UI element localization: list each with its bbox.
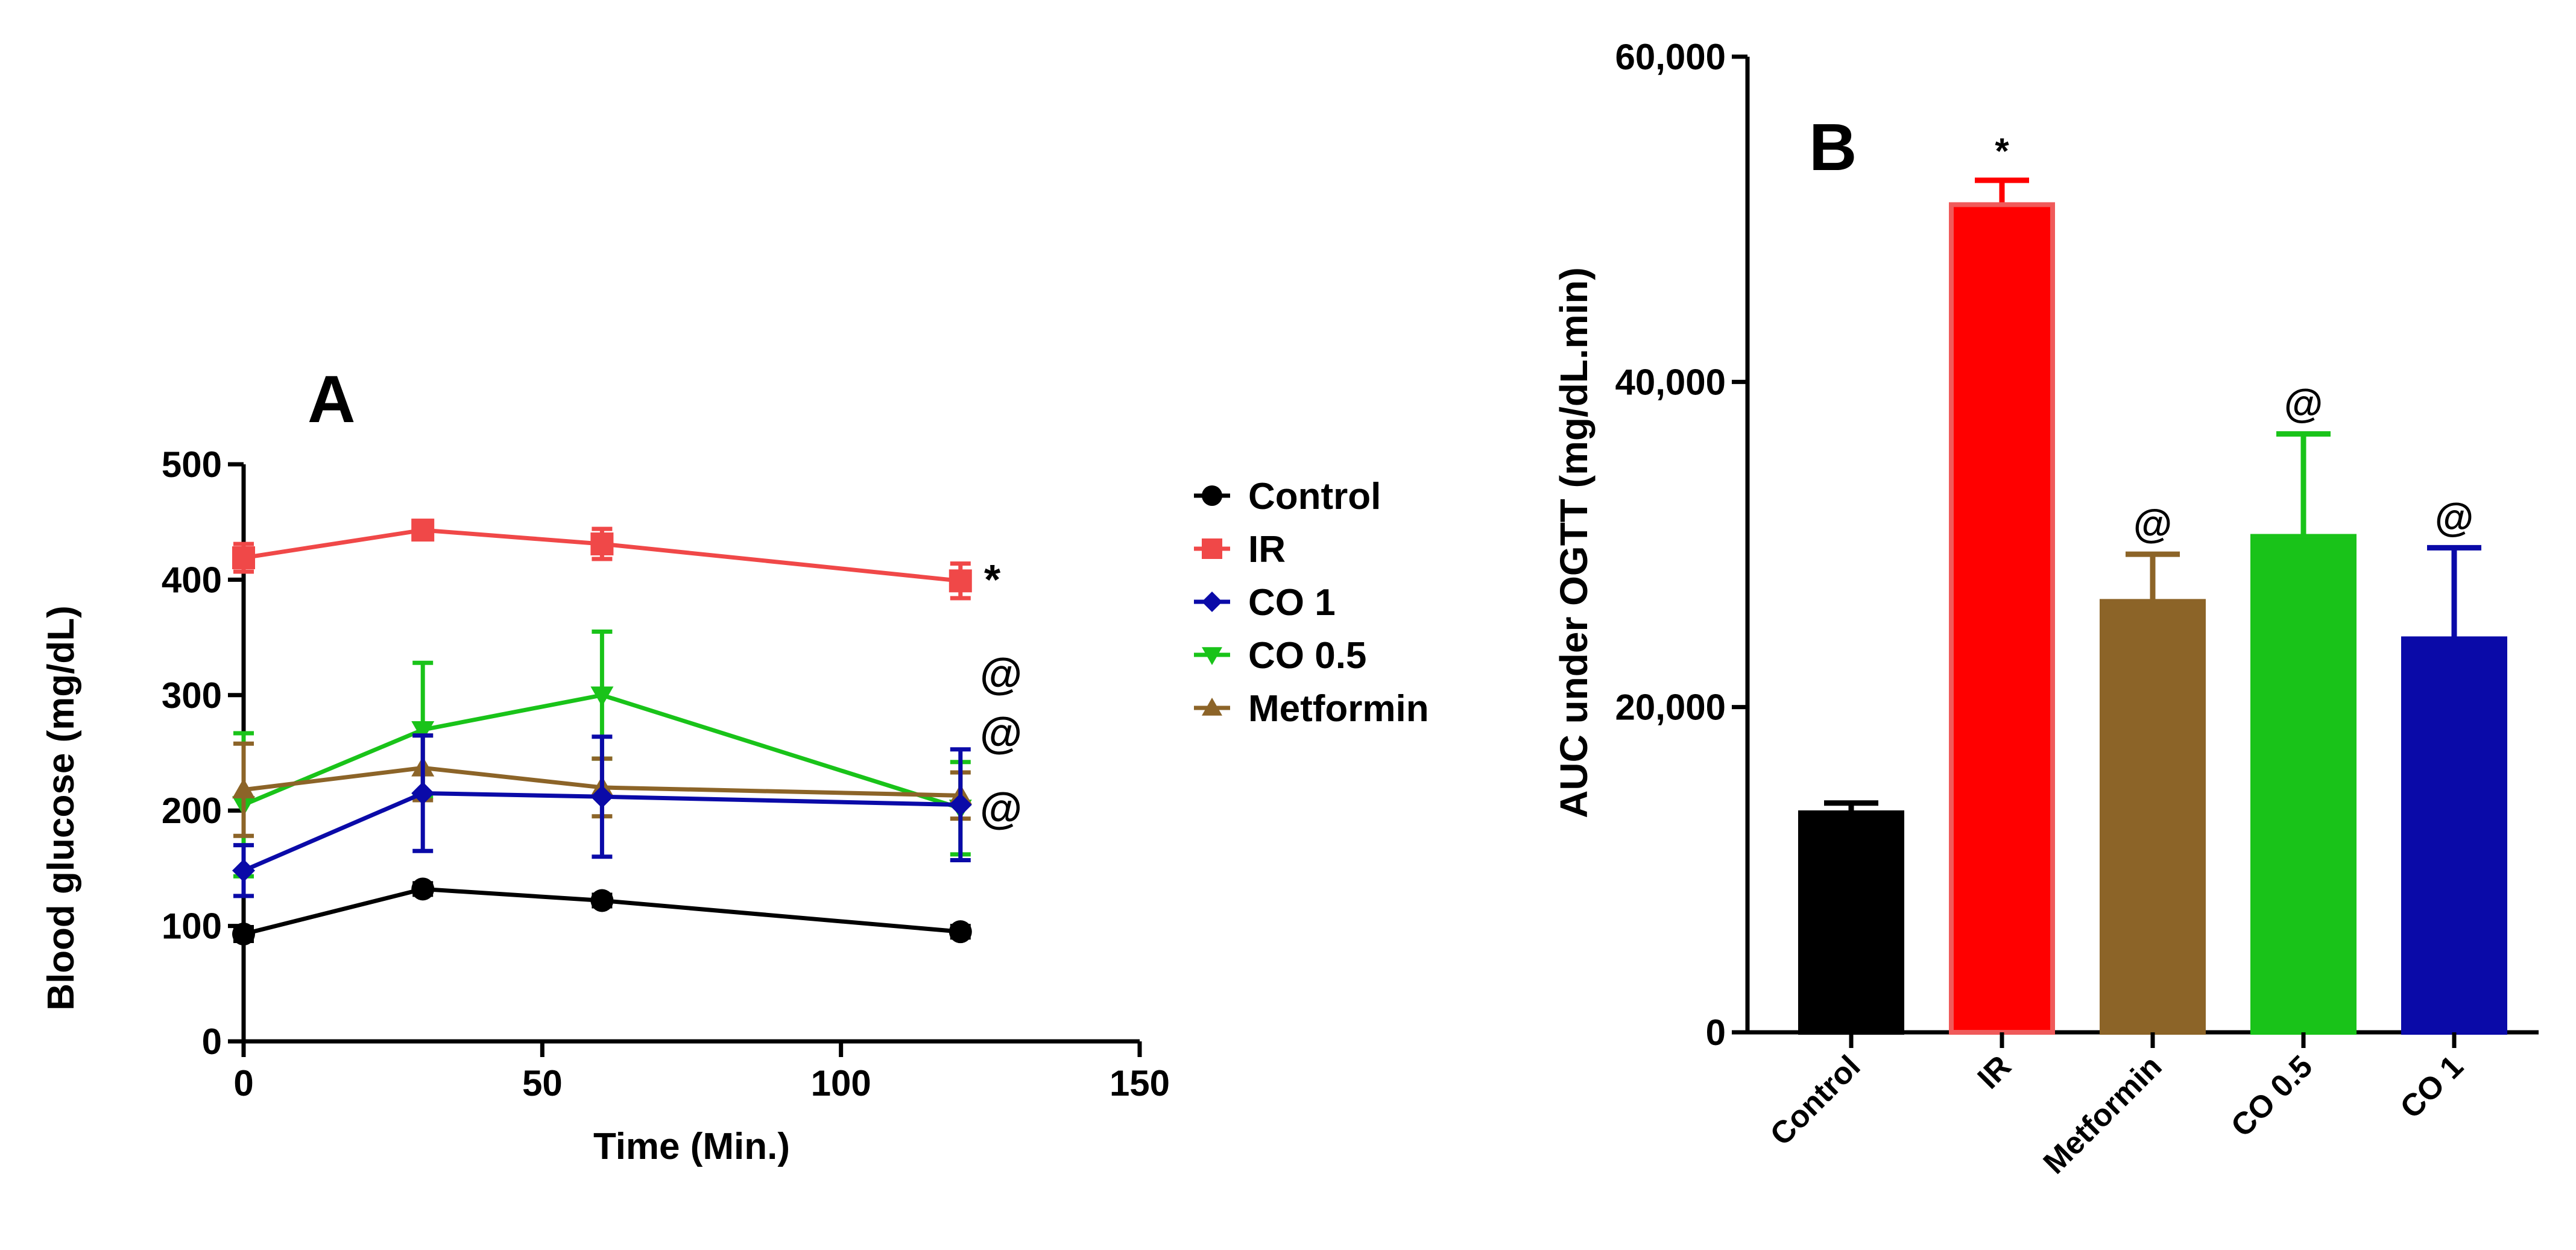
panel-b-category-label: Control xyxy=(1764,1049,1867,1152)
panel-b-significance-mark: @ xyxy=(2133,501,2172,546)
legend-swatch-marker xyxy=(1202,647,1222,665)
panel-b-significance-mark: @ xyxy=(2435,494,2473,539)
panel-a-x-tick-label: 0 xyxy=(233,1063,253,1103)
series-co-1 xyxy=(232,733,972,898)
series-line xyxy=(242,693,961,810)
panel-b-y-tick-label: 20,000 xyxy=(1615,687,1726,728)
data-point xyxy=(590,532,614,556)
bar xyxy=(2401,636,2507,1035)
panel-b-y-axis-title: AUC under OGTT (mg/dL.min) xyxy=(1552,267,1596,818)
panel-b-bar-chart: B AUC under OGTT (mg/dL.min) 0 20,000 40,0… xyxy=(1552,37,2539,1181)
panel-a-significance-mark: @ xyxy=(980,784,1022,833)
legend-item-ir: IR xyxy=(1194,529,1286,570)
panel-b-bars xyxy=(1798,177,2507,1035)
panel-b-category-label: Metformin xyxy=(2037,1049,2169,1181)
bar-metformin xyxy=(2100,551,2206,1035)
panel-a-y-tick-label: 300 xyxy=(162,675,222,716)
panel-a-ticks: 0 100 200 300 400 500 0 50 100 150 xyxy=(162,444,1170,1103)
legend-label: CO 1 xyxy=(1248,582,1336,623)
panel-a-x-axis-title: Time (Min.) xyxy=(593,1126,790,1167)
panel-a-x-tick-label: 100 xyxy=(811,1063,871,1103)
bar-co-0-5 xyxy=(2250,431,2357,1035)
panel-a-y-tick-label: 0 xyxy=(202,1021,222,1062)
bar xyxy=(1798,810,1904,1035)
panel-b-y-tick-label: 40,000 xyxy=(1615,362,1726,402)
series-line xyxy=(243,528,961,583)
panel-a-y-tick-label: 400 xyxy=(162,560,222,600)
data-point xyxy=(949,920,972,944)
data-point xyxy=(411,781,435,805)
series-line xyxy=(242,791,961,873)
panel-a-y-tick-label: 200 xyxy=(162,791,222,831)
legend-label: Metformin xyxy=(1248,688,1429,730)
legend-swatch-marker xyxy=(1202,485,1222,506)
data-point xyxy=(232,922,255,945)
panel-a-significance-mark: @ xyxy=(980,709,1022,757)
data-point xyxy=(232,546,255,570)
panel-a-y-axis-title: Blood glucose (mg/dL) xyxy=(40,605,82,1011)
legend-item-control: Control xyxy=(1194,476,1381,517)
panel-a-significance-mark: @ xyxy=(980,650,1022,698)
data-point xyxy=(590,889,614,912)
data-point xyxy=(411,877,435,901)
bar xyxy=(2250,534,2357,1035)
data-point xyxy=(232,778,255,798)
panel-a-y-tick-label: 500 xyxy=(162,444,222,485)
panel-b-y-tick-label: 0 xyxy=(1706,1012,1726,1053)
legend-item-co-1: CO 1 xyxy=(1194,582,1336,623)
data-point xyxy=(949,569,972,593)
panel-a-x-tick-label: 150 xyxy=(1110,1063,1170,1103)
panel-b-category-label: CO 0.5 xyxy=(2224,1049,2319,1143)
series-ir xyxy=(232,519,972,601)
panel-a-annotations: * @ @ @ xyxy=(980,556,1022,833)
data-point xyxy=(411,519,435,542)
legend-swatch-marker xyxy=(1202,538,1222,559)
panel-a-series xyxy=(232,519,972,945)
data-point xyxy=(590,785,614,809)
legend-item-co-0-5: CO 0.5 xyxy=(1194,635,1366,677)
panel-b-annotations: * @ @ @ xyxy=(1995,131,2473,546)
data-point xyxy=(590,686,614,707)
panel-a-legend: Control IR CO 1 CO 0.5 Metformin xyxy=(1194,476,1429,730)
legend-item-metformin: Metformin xyxy=(1194,688,1429,730)
legend-label: IR xyxy=(1248,529,1286,570)
data-point xyxy=(411,721,435,742)
panel-b-category-label: IR xyxy=(1971,1049,2018,1096)
bar-control xyxy=(1798,800,1904,1035)
legend-label: Control xyxy=(1248,476,1381,517)
series-line xyxy=(243,886,961,936)
bar-ir xyxy=(1949,177,2055,1035)
panel-b-label: B xyxy=(1809,110,1857,185)
legend-swatch-marker xyxy=(1202,698,1222,716)
panel-b-y-tick-label: 60,000 xyxy=(1615,37,1726,77)
data-point xyxy=(232,859,255,882)
panel-b-significance-mark: * xyxy=(1995,131,2009,171)
panel-a-label: A xyxy=(308,362,355,437)
panel-a-significance-mark: * xyxy=(984,556,1001,603)
legend-label: CO 0.5 xyxy=(1248,635,1366,677)
series-line xyxy=(243,765,961,798)
bar xyxy=(1949,202,2055,1035)
data-point xyxy=(949,793,972,816)
bar xyxy=(2100,599,2206,1035)
legend-swatch-marker xyxy=(1202,592,1222,612)
panel-b-category-label: CO 1 xyxy=(2394,1049,2470,1125)
series-control xyxy=(232,877,972,945)
bar-co-1 xyxy=(2401,545,2507,1035)
panel-a-x-tick-label: 50 xyxy=(522,1063,563,1103)
panel-b-significance-mark: @ xyxy=(2284,381,2323,426)
panel-a-y-tick-label: 100 xyxy=(162,906,222,947)
